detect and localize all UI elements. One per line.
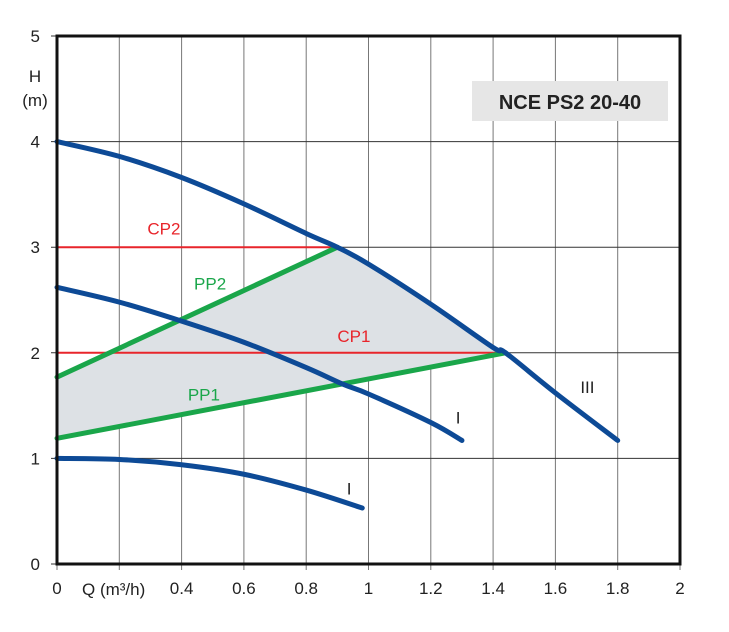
series-label-i: I [456,409,461,428]
y-tick-label: 0 [31,555,40,574]
y-tick-label: 4 [31,133,40,152]
title-box [472,81,668,121]
series-lines [54,139,621,511]
x-tick-label: 1.6 [544,579,568,598]
x-tick-label: 0.8 [294,579,318,598]
y-axis-label-unit: (m) [22,91,47,110]
y-axis-label-h: H [29,67,41,86]
x-tick-label: 1.4 [481,579,505,598]
series-line-iii [54,139,621,443]
ticks: 0 0.4 0.6 0.8 1 1.2 1.4 1.6 1.8 2 0 1 2 3 4 5 [31,27,685,598]
series-line-pp2 [54,244,340,380]
x-tick-label: 0 [52,579,61,598]
series-label-cp1: CP1 [337,327,370,346]
x-tick-label: 1.8 [606,579,630,598]
x-tick-label: 0.4 [170,579,194,598]
series-label-cp2: CP2 [147,220,180,239]
y-tick-label: 5 [31,27,40,46]
y-tick-label: 3 [31,238,40,257]
x-axis-label: Q (m³/h) [82,580,145,599]
x-tick-label: 1.2 [419,579,443,598]
series-label-i: I [347,479,352,498]
series-label-pp2: PP2 [194,274,226,293]
x-tick-label: 2 [675,579,684,598]
series-label-pp1: PP1 [188,385,220,404]
x-tick-label: 1 [364,579,373,598]
series-line-i [54,455,365,511]
plot-frame [55,34,682,566]
series-line-pp1 [54,350,509,441]
y-tick-label: 2 [31,344,40,363]
series-line-i [54,284,465,443]
y-tick-label: 1 [31,449,40,468]
x-tick-label: 0.6 [232,579,256,598]
series-label-iii: III [580,378,594,397]
chart-title: NCE PS2 20-40 [499,92,641,114]
operating-area [57,247,506,439]
